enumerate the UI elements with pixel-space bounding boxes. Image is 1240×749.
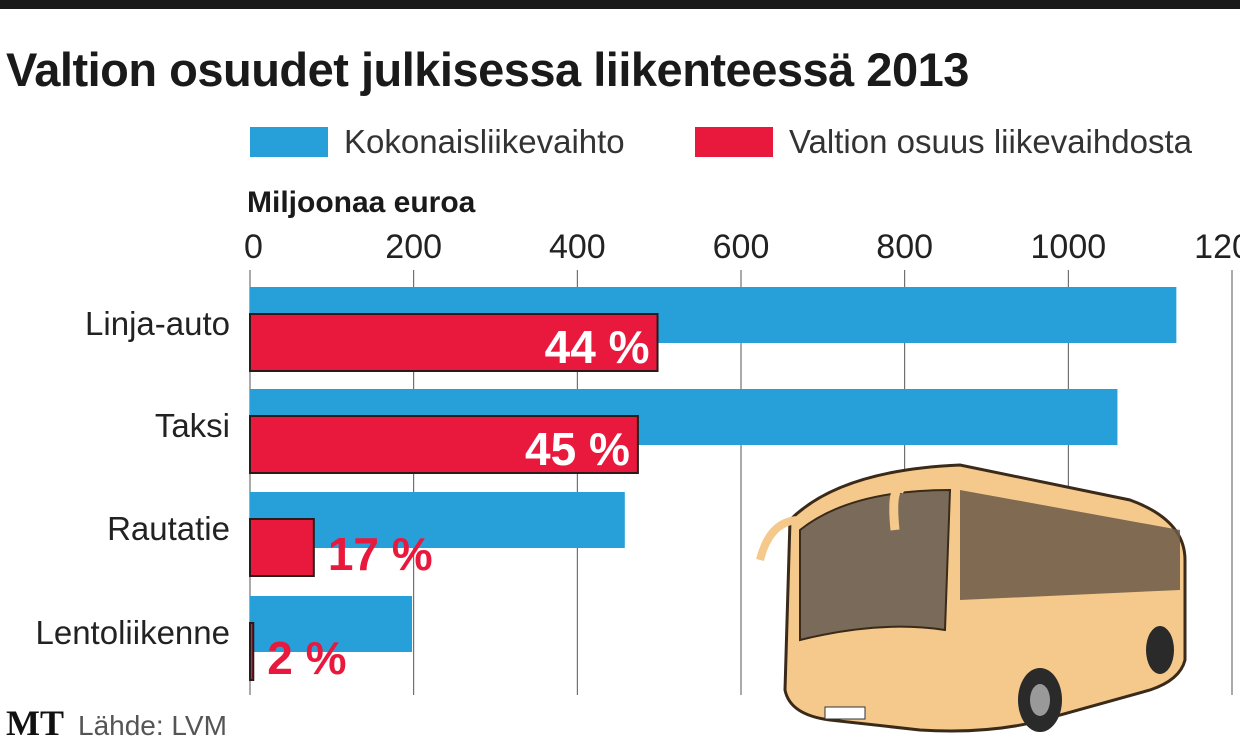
tick-label: 1000 — [1031, 228, 1107, 266]
top-rule — [0, 0, 1240, 9]
percent-label: 2 % — [267, 632, 346, 684]
source-text: Lähde: LVM — [78, 710, 227, 741]
source-line: MT Lähde: LVM — [6, 702, 227, 744]
bar-total — [250, 596, 413, 652]
legend-swatch-total — [250, 127, 328, 157]
tick-label: 200 — [385, 228, 442, 266]
axis-unit-label: Miljoonaa euroa — [247, 186, 476, 219]
chart-title: Valtion osuudet julkisessa liikenteessä … — [6, 43, 969, 96]
bar-state — [249, 622, 255, 681]
category-label: Taksi — [155, 407, 230, 444]
bar-state — [249, 313, 659, 372]
percent-label: 44 % — [545, 321, 650, 373]
legend-swatch-state — [695, 127, 773, 157]
legend-label-state: Valtion osuus liikevaihdosta — [789, 123, 1192, 160]
legend-item-state: Valtion osuus liikevaihdosta — [695, 123, 1192, 160]
percent-label: 45 % — [525, 423, 630, 475]
tick-label: 0 — [244, 228, 263, 266]
category-label: Rautatie — [107, 510, 230, 547]
legend-label-total: Kokonaisliikevaihto — [344, 123, 625, 160]
percent-label: 17 % — [328, 528, 433, 580]
category-label: Lentoliikenne — [36, 614, 231, 651]
legend-item-total: Kokonaisliikevaihto — [250, 123, 625, 160]
mt-logo: MT — [6, 703, 64, 743]
category-label: Linja-auto — [85, 305, 230, 342]
bar-state — [249, 518, 315, 577]
bar-state — [249, 415, 639, 474]
tick-label: 800 — [876, 228, 933, 266]
tick-label: 600 — [713, 228, 770, 266]
tick-label: 1200 — [1194, 228, 1240, 266]
tick-label: 400 — [549, 228, 606, 266]
